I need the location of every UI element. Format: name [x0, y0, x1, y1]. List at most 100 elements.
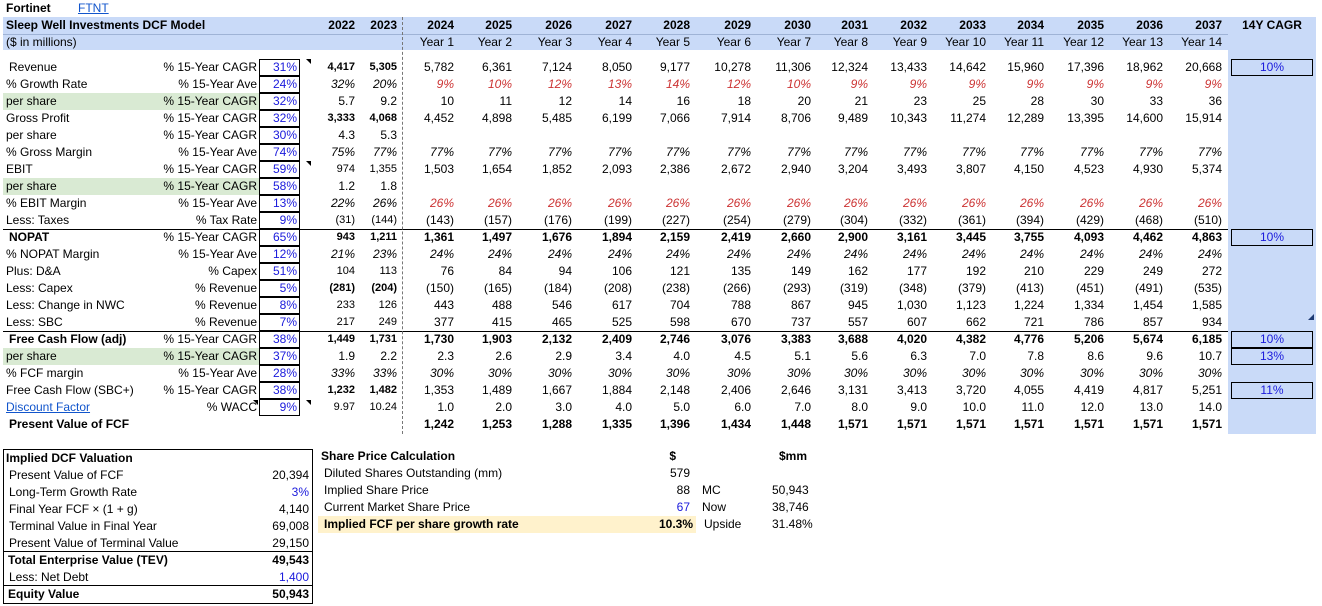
row-stat-input[interactable]: 24%: [259, 76, 300, 93]
forecast-value: 9,489: [837, 111, 868, 125]
row-stat-input[interactable]: 28%: [259, 365, 300, 382]
year-label: Year 5: [655, 35, 690, 49]
valuation-label: Total Enterprise Value (TEV): [8, 553, 168, 567]
forecast-value: 857: [1142, 315, 1163, 329]
forecast-value: 20: [797, 94, 811, 108]
row-stat-input[interactable]: 30%: [259, 127, 300, 144]
forecast-value: 7.0: [794, 400, 811, 414]
forecast-value: 8,050: [601, 60, 632, 74]
row-stat-input[interactable]: 59%: [259, 161, 300, 178]
forecast-value: 30%: [786, 366, 811, 380]
forecast-value: 6,361: [481, 60, 512, 74]
hist-value: 5.3: [380, 128, 397, 142]
forecast-value: 10.7: [1198, 349, 1222, 363]
forecast-value: 1,585: [1191, 298, 1222, 312]
valuation-value[interactable]: 1,400: [278, 570, 309, 584]
forecast-value: 1,335: [601, 417, 632, 431]
year-label: Year 4: [597, 35, 632, 49]
forecast-value: 1,503: [423, 162, 454, 176]
row-stat-input[interactable]: 7%: [259, 314, 300, 331]
forecast-value: (279): [782, 213, 811, 227]
forecast-value: 20,668: [1185, 60, 1222, 74]
year-header: 2034: [1017, 18, 1044, 32]
forecast-value: 6.3: [910, 349, 927, 363]
row-stat-input[interactable]: 38%: [259, 331, 300, 348]
row-stat-input[interactable]: 51%: [259, 263, 300, 280]
row-stat-input[interactable]: 31%: [259, 59, 300, 76]
hist-value: 4,417: [327, 61, 355, 73]
forecast-value: 2.9: [555, 349, 572, 363]
hist-value: 3,333: [327, 112, 355, 124]
highlight-growth-rate: [318, 516, 696, 533]
forecast-value: 6,199: [601, 111, 632, 125]
forecast-value: 617: [611, 298, 632, 312]
forecast-value: 14: [618, 94, 632, 108]
row-stat-input[interactable]: 8%: [259, 297, 300, 314]
forecast-value: 77%: [902, 145, 927, 159]
row-stat-input[interactable]: 9%: [259, 399, 300, 416]
model-title: Sleep Well Investments DCF Model: [6, 18, 206, 32]
valuation-value: 50,943: [272, 587, 309, 601]
forecast-value: 1,123: [955, 298, 986, 312]
row-label: per share: [6, 349, 57, 363]
hist-value: 23%: [372, 247, 397, 261]
valuation-equity-line: [3, 585, 313, 586]
forecast-value: (379): [957, 281, 986, 295]
forecast-value: 525: [611, 315, 632, 329]
forecast-value: 2.3: [437, 349, 454, 363]
row-stat-input[interactable]: 74%: [259, 144, 300, 161]
row-stat-input[interactable]: 12%: [259, 246, 300, 263]
resize-handle-icon[interactable]: [1308, 314, 1314, 320]
forecast-value: (176): [543, 213, 572, 227]
row-label: % FCF margin: [6, 366, 84, 380]
forecast-value: 272: [1201, 264, 1222, 278]
forecast-value: 2,159: [659, 230, 690, 244]
row-stat-input[interactable]: 37%: [259, 348, 300, 365]
forecast-value: 4,863: [1191, 230, 1222, 244]
now-value: 38,746: [772, 500, 809, 514]
year-label: Year 2: [477, 35, 512, 49]
current-price-value[interactable]: 67: [676, 500, 690, 514]
forecast-value: 26%: [665, 196, 690, 210]
row-metric: % Tax Rate: [195, 213, 257, 227]
row-stat-input[interactable]: 13%: [259, 195, 300, 212]
row-stat-input[interactable]: 32%: [259, 93, 300, 110]
forecast-value: (348): [898, 281, 927, 295]
row-stat-input[interactable]: 38%: [259, 382, 300, 399]
forecast-value: 76: [440, 264, 454, 278]
row-metric: % 15-Year CAGR: [163, 179, 257, 193]
row-label[interactable]: Discount Factor: [6, 400, 91, 414]
row-stat-input[interactable]: 32%: [259, 110, 300, 127]
forecast-value: 26%: [726, 196, 751, 210]
row-label: per share: [6, 94, 57, 108]
forecast-value: 2,672: [720, 162, 751, 176]
year-header: 2033: [959, 18, 986, 32]
forecast-value: 77%: [429, 145, 454, 159]
row-label: NOPAT: [9, 230, 50, 244]
row-stat-input[interactable]: 9%: [259, 212, 300, 229]
forecast-value: 30%: [726, 366, 751, 380]
row-stat-input[interactable]: 58%: [259, 178, 300, 195]
forecast-value: 30%: [902, 366, 927, 380]
ticker-link[interactable]: FTNT: [78, 1, 109, 15]
row-metric: % Revenue: [194, 298, 257, 312]
hist-value: 4.3: [338, 128, 355, 142]
forecast-value: 1,434: [720, 417, 751, 431]
forecast-value: (429): [1075, 213, 1104, 227]
forecast-value: 1,334: [1073, 298, 1104, 312]
valuation-value: 20,394: [272, 468, 309, 482]
forecast-value: 26%: [961, 196, 986, 210]
header-divider: [3, 34, 1228, 35]
header-band-blue: [3, 17, 1316, 50]
forecast-value: 30%: [961, 366, 986, 380]
forecast-value: 3,161: [896, 230, 927, 244]
row-label: Gross Profit: [6, 111, 70, 125]
row-stat-input[interactable]: 5%: [259, 280, 300, 297]
forecast-value: 1.0: [437, 400, 454, 414]
forecast-value: 30: [1090, 94, 1104, 108]
row-stat-input[interactable]: 65%: [259, 229, 300, 246]
valuation-value[interactable]: 3%: [291, 485, 309, 499]
forecast-value: 7.0: [969, 349, 986, 363]
forecast-value: 10%: [487, 77, 512, 91]
forecast-value: 30%: [843, 366, 868, 380]
